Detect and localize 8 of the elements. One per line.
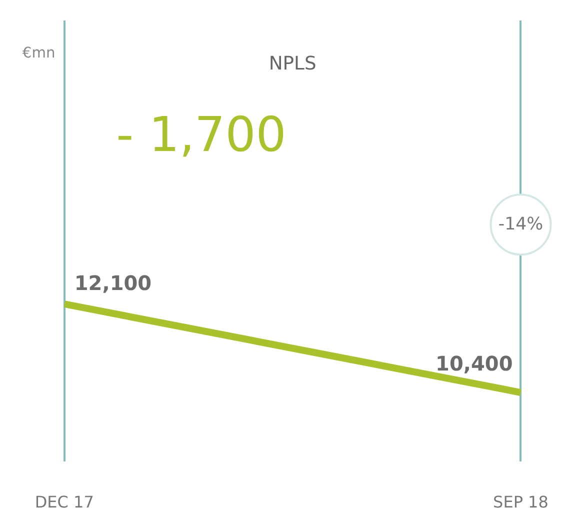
- data-label: 12,100: [74, 271, 152, 295]
- x-tick-label: DEC 17: [34, 492, 94, 512]
- data-label: 10,400: [436, 352, 513, 376]
- text: -14%: [498, 214, 544, 235]
- x-tick-label: SEP 18: [493, 492, 548, 512]
- text: €mn: [22, 44, 56, 62]
- text: - 1,700: [116, 106, 286, 163]
- chart-title: NPLS: [268, 54, 316, 75]
